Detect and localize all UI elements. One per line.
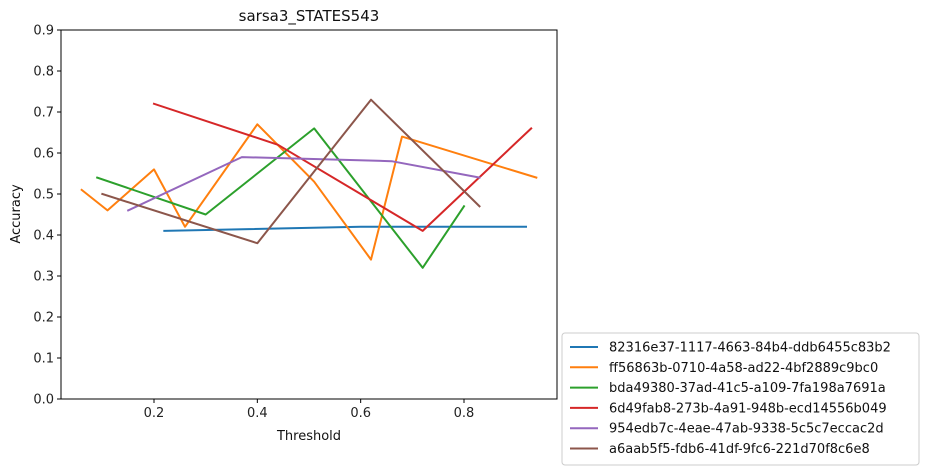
legend-box [561, 332, 920, 466]
chart-title: sarsa3_STATES543 [239, 7, 380, 26]
legend-label-6: a6aab5f5-fdb6-41df-9fc6-221d70f8c6e8 [609, 442, 870, 457]
legend-label-3: bda49380-37ad-41c5-a109-7fa198a7691a [609, 381, 886, 396]
y-tick-label: 0.6 [33, 147, 54, 162]
series-line-2 [80, 123, 538, 261]
x-tick-label: 0.6 [350, 406, 371, 421]
x-axis-ticks: 0.2 0.4 0.6 0.8 [144, 399, 475, 421]
legend-label-2: ff56863b-0710-4a58-ad22-4bf2889c9bc0 [609, 361, 878, 376]
series-layer [80, 98, 538, 269]
series-line-5 [126, 156, 481, 212]
y-tick-label: 0.0 [33, 393, 54, 408]
y-tick-label: 0.8 [33, 65, 54, 80]
x-axis-label: Threshold [276, 429, 341, 444]
x-tick-label: 0.2 [144, 406, 165, 421]
y-axis-ticks: 0.0 0.1 0.2 0.3 0.4 0.5 0.6 0.7 0.8 0.9 [33, 24, 61, 408]
y-axis-label: Accuracy [9, 184, 24, 244]
y-tick-label: 0.4 [33, 229, 54, 244]
plot-frame [60, 29, 558, 400]
legend: 82316e37-1117-4663-84b4-ddb6455c83b2 ff56… [561, 332, 920, 466]
x-tick-label: 0.8 [454, 406, 475, 421]
series-line-6 [101, 98, 481, 245]
y-tick-label: 0.1 [33, 352, 54, 367]
legend-label-4: 6d49fab8-273b-4a91-948b-ecd14556b049 [609, 401, 887, 416]
series-line-4 [152, 102, 533, 232]
legend-label-5: 954edb7c-4eae-47ab-9338-5c5c7eccac2d [609, 422, 884, 437]
series-line-3 [95, 127, 466, 269]
x-tick-label: 0.4 [247, 406, 268, 421]
legend-label-1: 82316e37-1117-4663-84b4-ddb6455c83b2 [609, 341, 891, 356]
y-tick-label: 0.7 [33, 106, 54, 121]
y-tick-label: 0.3 [33, 270, 54, 285]
y-tick-label: 0.2 [33, 311, 54, 326]
series-line-1 [163, 225, 527, 232]
y-tick-label: 0.5 [33, 188, 54, 203]
y-tick-label: 0.9 [33, 24, 54, 39]
